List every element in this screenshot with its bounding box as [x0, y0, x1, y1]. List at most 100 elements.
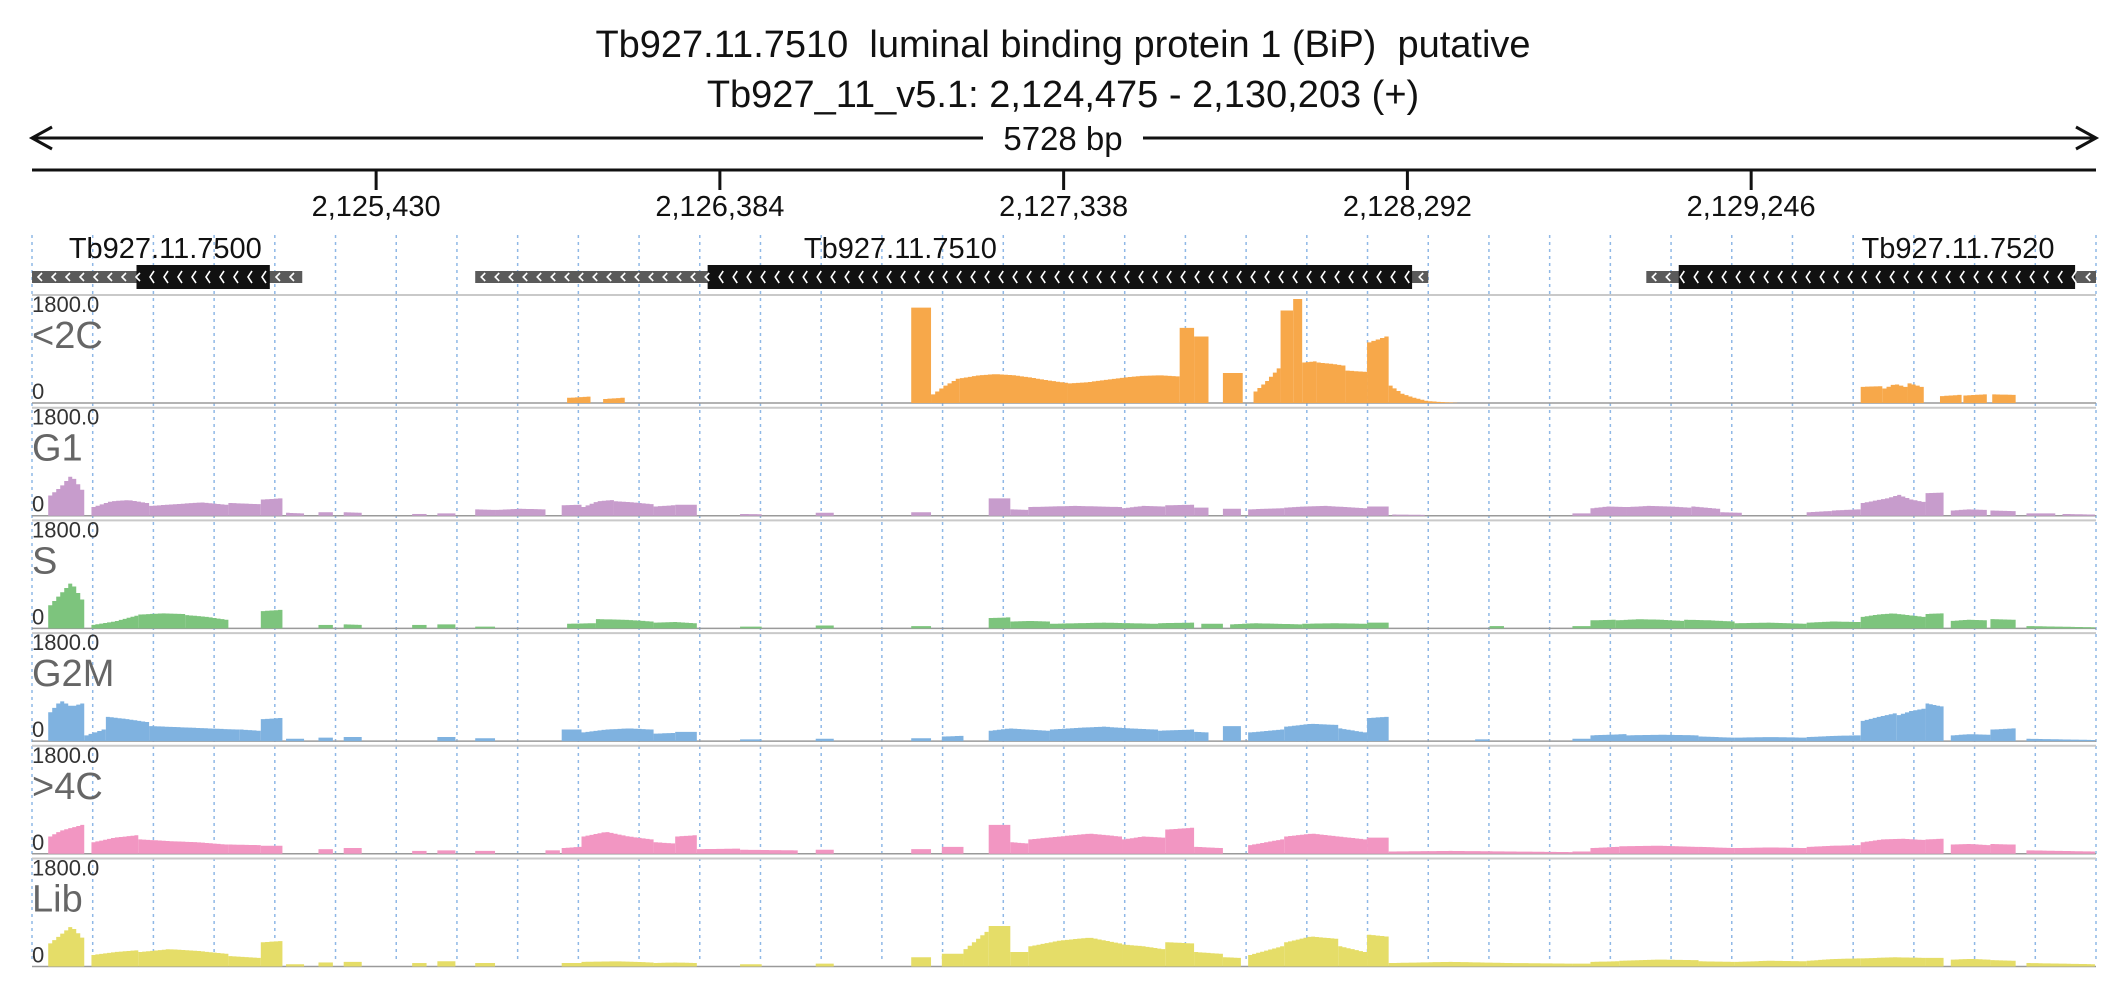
- strand-arrow-icon: [2001, 270, 2007, 284]
- coverage-bar: [581, 832, 654, 854]
- strand-arrow-icon: [1404, 270, 1410, 284]
- coverage-bar: [1806, 621, 1861, 629]
- coverage-bar: [343, 848, 362, 854]
- coverage-bar: [1860, 386, 1883, 403]
- coverage-bar: [437, 513, 456, 516]
- track-min-label: 0: [32, 492, 44, 517]
- strand-arrow-icon: [1749, 270, 1755, 284]
- coverage-bar: [941, 953, 964, 967]
- coverage-bar: [1388, 385, 1429, 403]
- coverage-bar: [1698, 961, 1735, 967]
- coverage-bar: [1248, 839, 1285, 854]
- strand-arrow-icon: [774, 270, 780, 284]
- coverage-bar: [675, 504, 697, 516]
- strand-arrow-icon: [1777, 270, 1783, 284]
- coverage-bar: [2026, 963, 2095, 967]
- strand-arrow-icon: [1693, 270, 1699, 284]
- strand-arrow-icon: [288, 272, 295, 282]
- coverage-track: 1800.0G1 0: [32, 405, 2096, 517]
- coverage-bar: [1950, 959, 1991, 967]
- coverage-bar: [931, 378, 960, 403]
- strand-arrow-icon: [634, 272, 640, 282]
- coverage-bar: [1367, 506, 1389, 516]
- x-tick-label: 2,129,246: [1687, 191, 1816, 223]
- coverage-bar: [318, 512, 333, 516]
- coverage-bar: [911, 957, 932, 967]
- coverage-bar: [1165, 827, 1195, 854]
- coverage-bar: [1165, 942, 1195, 967]
- strand-arrow-icon: [480, 272, 486, 282]
- coverage-bar: [149, 726, 240, 742]
- coverage-bar: [911, 626, 932, 629]
- coverage-bar: [988, 824, 1011, 854]
- strand-arrow-icon: [564, 272, 570, 282]
- strand-arrow-icon: [1390, 270, 1396, 284]
- coverage-bar: [1992, 394, 2016, 403]
- coverage-bar: [1925, 838, 1944, 854]
- coverage-bar: [1010, 509, 1029, 516]
- strand-arrow-icon: [134, 272, 141, 282]
- strand-arrow-icon: [984, 270, 990, 284]
- track-max-label: 1800.0: [32, 405, 99, 430]
- strand-arrow-icon: [942, 270, 948, 284]
- coverage-bar: [613, 501, 654, 516]
- strand-arrow-icon: [900, 270, 906, 284]
- coverage-bar: [567, 623, 596, 629]
- coverage-bar: [1720, 512, 1742, 516]
- x-tick-label: 2,126,384: [655, 191, 784, 223]
- coverage-bar: [545, 850, 560, 854]
- strand-arrow-icon: [970, 270, 976, 284]
- strand-arrow-icon: [1805, 270, 1811, 284]
- coverage-bar: [1222, 957, 1241, 967]
- coverage-bar: [1590, 506, 1627, 516]
- coverage-bar: [561, 963, 582, 967]
- coverage-bar: [653, 505, 676, 516]
- coverage-bar: [1010, 842, 1029, 854]
- coverage-bar: [343, 737, 362, 742]
- track-min-label: 0: [32, 604, 44, 629]
- strand-arrow-icon: [1222, 270, 1228, 284]
- coverage-bar: [988, 728, 1050, 742]
- coverage-bar: [475, 509, 496, 516]
- track-name: Lib: [32, 879, 83, 921]
- coverage-bar: [1860, 613, 1926, 629]
- strand-arrow-icon: [2015, 270, 2021, 284]
- strand-arrow-icon: [92, 272, 99, 282]
- coverage-bar: [1293, 299, 1303, 403]
- strand-arrow-icon: [1250, 270, 1256, 284]
- coverage-bar: [91, 615, 139, 629]
- coverage-bar: [815, 512, 834, 516]
- strand-arrow-icon: [1208, 270, 1214, 284]
- strand-arrow-icon: [872, 270, 878, 284]
- coverage-bar: [412, 624, 427, 629]
- strand-arrow-icon: [1376, 270, 1382, 284]
- coverage-bar: [1367, 336, 1389, 403]
- strand-arrow-icon: [956, 270, 962, 284]
- coverage-bar: [2062, 513, 2095, 516]
- coverage-bar: [561, 504, 582, 516]
- strand-arrow-icon: [1945, 270, 1951, 284]
- coverage-bar: [1253, 368, 1281, 403]
- coverage-bar: [1734, 960, 1807, 967]
- coverage-bar: [581, 961, 654, 967]
- coverage-bar: [91, 500, 150, 516]
- coverage-bar: [911, 849, 932, 854]
- strand-arrow-icon: [1012, 270, 1018, 284]
- coverage-bar: [740, 964, 762, 967]
- coverage-bar: [138, 839, 229, 854]
- coverage-bar: [1950, 509, 1987, 516]
- coverage-bar: [1572, 851, 1591, 854]
- strand-arrow-icon: [1721, 270, 1727, 284]
- coverage-bar: [1475, 739, 1490, 742]
- coverage-bar: [1316, 362, 1346, 403]
- coverage-bar: [1388, 961, 1573, 967]
- coverage-bar: [1248, 508, 1285, 516]
- coverage-bar: [475, 963, 496, 967]
- coverage-bar: [1201, 623, 1223, 629]
- coverage-bar: [696, 848, 741, 854]
- strand-arrow-icon: [718, 270, 724, 284]
- strand-arrow-icon: [1278, 270, 1284, 284]
- coverage-bar: [675, 835, 697, 854]
